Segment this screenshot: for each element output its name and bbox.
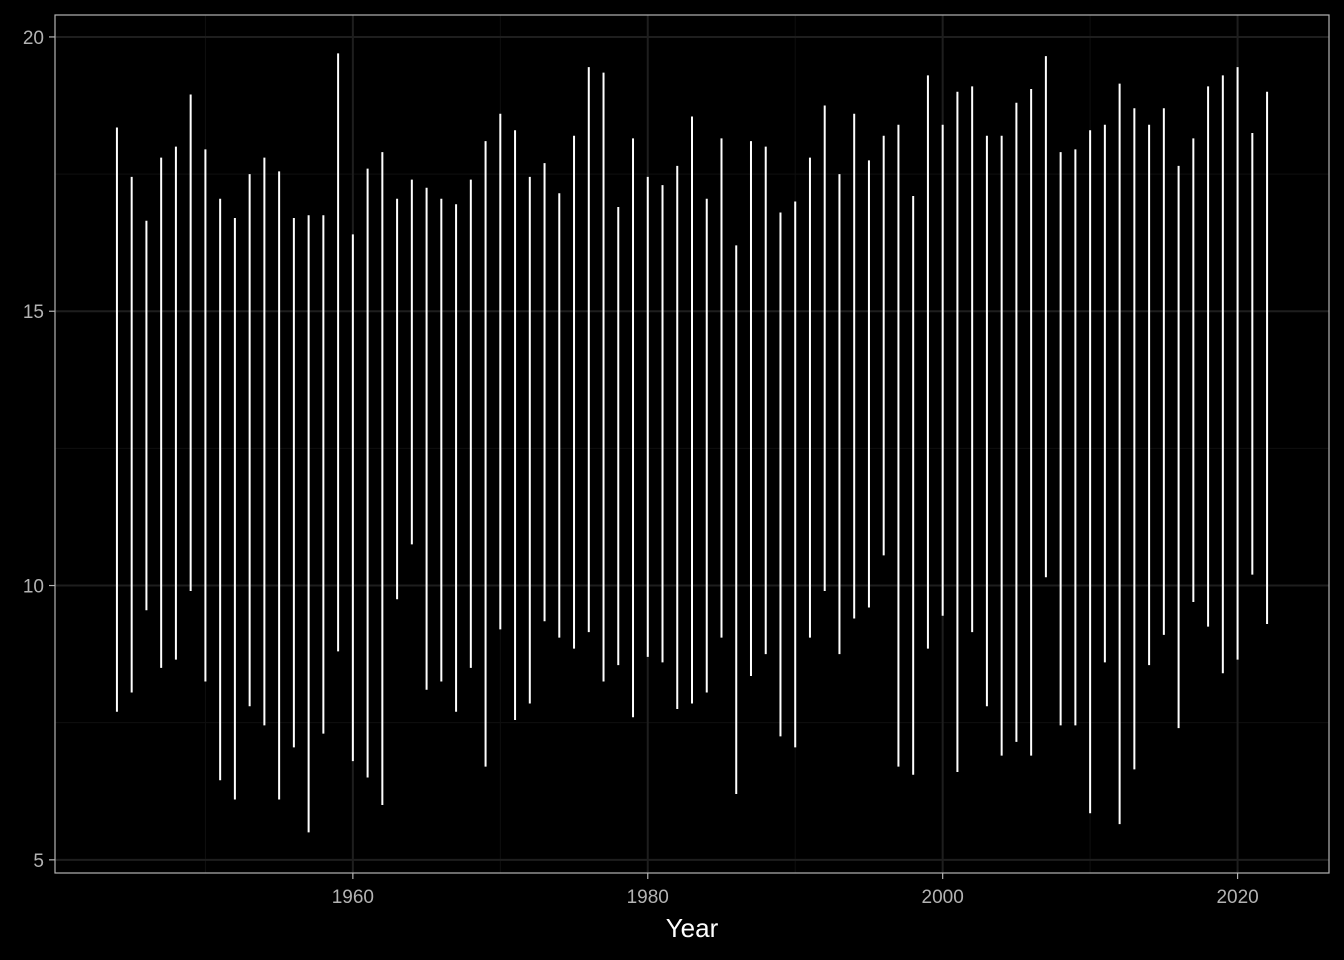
panel-border — [54, 14, 1330, 874]
y-tick-label: 15 — [23, 302, 44, 323]
x-tick-label: 2000 — [922, 887, 964, 908]
y-axis: 5 10 15 20 — [23, 28, 55, 872]
x-tick-label: 1960 — [332, 887, 374, 908]
y-tick-label: 5 — [33, 851, 44, 872]
x-axis: 1960 1980 2000 2020 — [332, 873, 1259, 908]
range-series — [115, 53, 1269, 833]
x-tick-label: 2020 — [1216, 887, 1258, 908]
x-tick-label: 1980 — [627, 887, 669, 908]
x-axis-title: Year — [666, 913, 719, 943]
y-tick-label: 10 — [23, 577, 44, 598]
y-tick-label: 20 — [23, 28, 44, 49]
